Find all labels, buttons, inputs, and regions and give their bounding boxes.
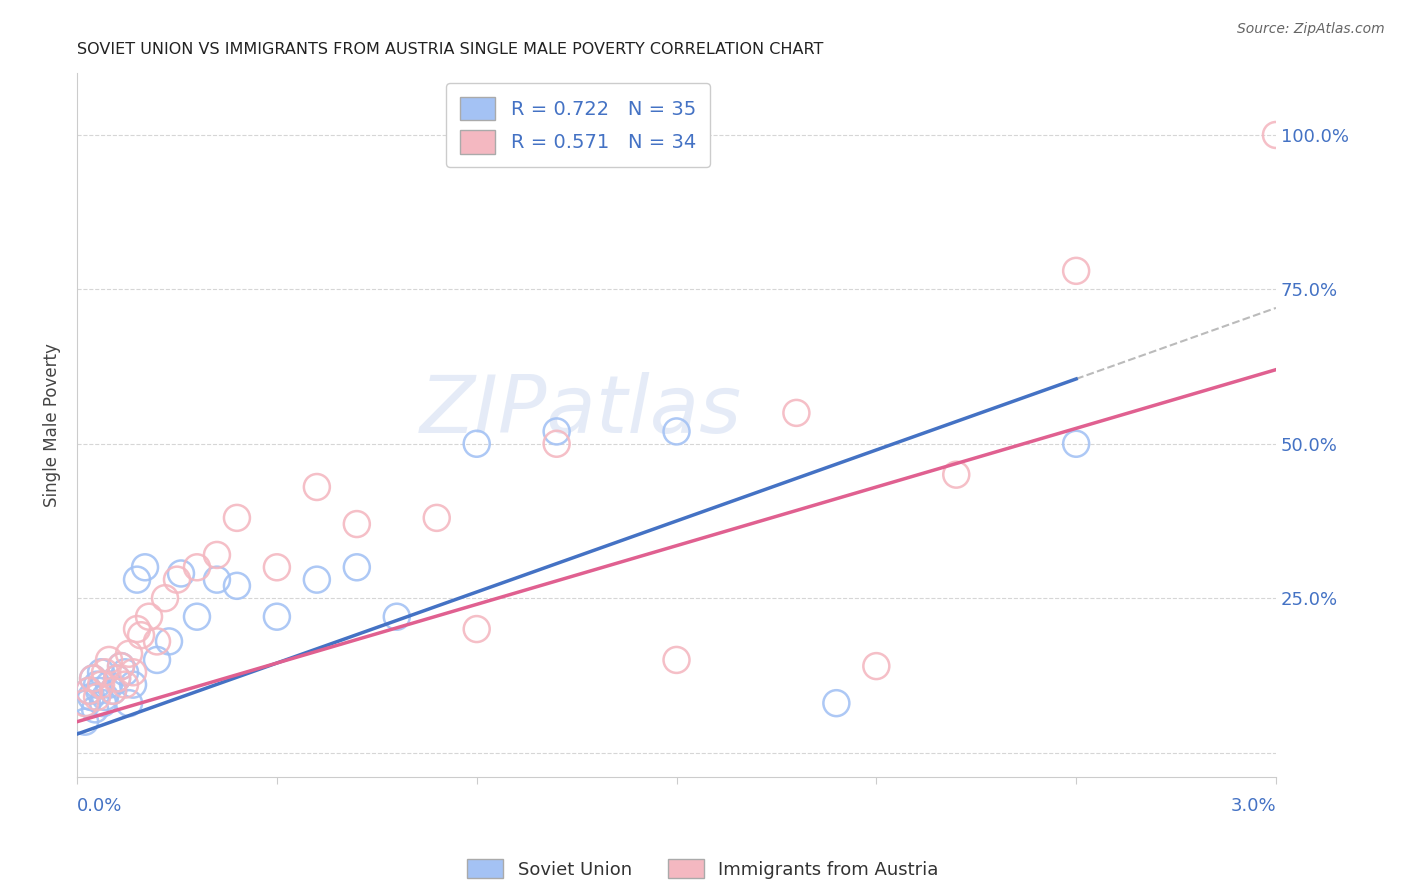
Point — [114, 678, 136, 692]
Point — [118, 696, 141, 710]
Point — [98, 678, 121, 692]
Point — [90, 678, 112, 692]
Point — [82, 672, 104, 686]
Point — [305, 573, 328, 587]
Point — [101, 683, 124, 698]
Point — [110, 659, 132, 673]
Point — [118, 647, 141, 661]
Point — [125, 622, 148, 636]
Point — [86, 690, 108, 704]
Text: ZIPatlas: ZIPatlas — [419, 372, 742, 450]
Text: SOVIET UNION VS IMMIGRANTS FROM AUSTRIA SINGLE MALE POVERTY CORRELATION CHART: SOVIET UNION VS IMMIGRANTS FROM AUSTRIA … — [77, 42, 824, 57]
Point — [122, 665, 145, 680]
Point — [665, 653, 688, 667]
Text: 0.0%: 0.0% — [77, 797, 122, 815]
Point — [75, 696, 97, 710]
Point — [86, 678, 108, 692]
Point — [825, 696, 848, 710]
Point — [226, 511, 249, 525]
Point — [785, 406, 807, 420]
Point — [1064, 437, 1087, 451]
Point — [101, 683, 124, 698]
Point — [138, 609, 160, 624]
Point — [170, 566, 193, 581]
Point — [129, 628, 152, 642]
Legend: Soviet Union, Immigrants from Austria: Soviet Union, Immigrants from Austria — [467, 859, 939, 879]
Point — [305, 480, 328, 494]
Point — [346, 560, 368, 574]
Point — [146, 653, 169, 667]
Point — [465, 437, 488, 451]
Point — [546, 437, 568, 451]
Point — [153, 591, 176, 606]
Point — [865, 659, 887, 673]
Point — [125, 573, 148, 587]
Point — [105, 672, 128, 686]
Point — [77, 683, 100, 698]
Point — [90, 665, 112, 680]
Point — [134, 560, 156, 574]
Point — [465, 622, 488, 636]
Text: 3.0%: 3.0% — [1230, 797, 1277, 815]
Point — [266, 609, 288, 624]
Point — [94, 665, 117, 680]
Point — [186, 560, 208, 574]
Point — [122, 678, 145, 692]
Point — [84, 702, 107, 716]
Point — [77, 683, 100, 698]
Point — [94, 690, 117, 704]
Text: Source: ZipAtlas.com: Source: ZipAtlas.com — [1237, 22, 1385, 37]
Point — [76, 696, 98, 710]
Point — [346, 517, 368, 532]
Point — [1064, 264, 1087, 278]
Point — [226, 579, 249, 593]
Y-axis label: Single Male Poverty: Single Male Poverty — [44, 343, 60, 508]
Point — [945, 467, 967, 482]
Point — [266, 560, 288, 574]
Point — [205, 548, 228, 562]
Point — [546, 425, 568, 439]
Point — [87, 683, 110, 698]
Point — [105, 672, 128, 686]
Point — [205, 573, 228, 587]
Point — [110, 659, 132, 673]
Point — [166, 573, 188, 587]
Point — [80, 690, 103, 704]
Point — [426, 511, 449, 525]
Point — [385, 609, 408, 624]
Point — [114, 665, 136, 680]
Legend: R = 0.722   N = 35, R = 0.571   N = 34: R = 0.722 N = 35, R = 0.571 N = 34 — [447, 83, 710, 168]
Point — [91, 696, 114, 710]
Point — [665, 425, 688, 439]
Point — [75, 714, 97, 729]
Point — [186, 609, 208, 624]
Point — [146, 634, 169, 648]
Point — [98, 653, 121, 667]
Point — [157, 634, 180, 648]
Point — [1265, 128, 1288, 142]
Point — [82, 672, 104, 686]
